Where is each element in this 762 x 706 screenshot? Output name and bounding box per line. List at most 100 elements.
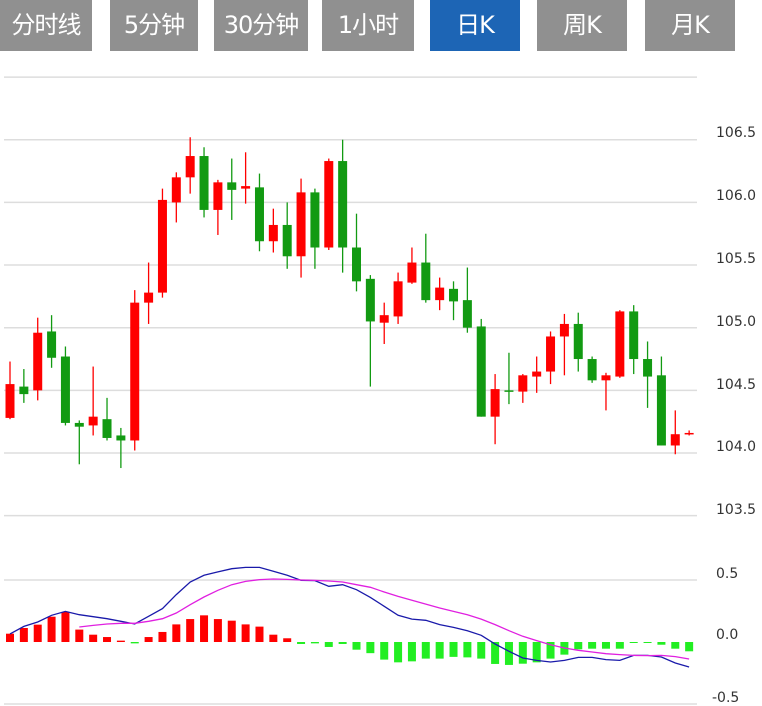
candle-body: [310, 192, 320, 248]
tab-monthly-k[interactable]: 月K: [645, 0, 735, 51]
candle-body: [254, 187, 264, 242]
macd-bar: [297, 642, 306, 644]
candle-body: [490, 389, 500, 417]
tab-intraday[interactable]: 分时线: [0, 0, 92, 51]
candle-body: [144, 292, 154, 303]
price-tick-label: 106.0: [716, 188, 756, 204]
candle-body: [338, 161, 348, 248]
macd-bar: [657, 642, 666, 645]
price-tick-label: 104.0: [716, 439, 756, 455]
macd-tick-label: 0.0: [716, 627, 738, 643]
macd-bar: [75, 629, 84, 642]
candle-body: [227, 182, 237, 190]
macd-bar: [421, 642, 430, 659]
macd-bar: [574, 642, 583, 650]
macd-bar: [380, 642, 389, 660]
candle-body: [60, 356, 70, 423]
macd-bar: [19, 627, 28, 642]
candle-body: [33, 332, 43, 391]
candle-body: [532, 371, 542, 377]
macd-bar: [449, 642, 458, 657]
tab-weekly-k[interactable]: 周K: [537, 0, 627, 51]
price-tick-label: 106.5: [716, 125, 756, 141]
price-tick-label: 105.0: [716, 314, 756, 330]
macd-bar: [103, 637, 112, 642]
macd-bar: [338, 642, 347, 644]
tab-5min[interactable]: 5分钟: [110, 0, 198, 51]
macd-tick-label: -0.5: [712, 690, 739, 706]
macd-bar: [283, 638, 292, 642]
macd-bar: [89, 634, 98, 642]
candle-body: [449, 288, 459, 302]
candle-body: [670, 434, 680, 446]
candle-body: [504, 390, 514, 392]
macd-bar: [588, 642, 597, 649]
macd-bar: [407, 642, 416, 662]
macd-bar: [532, 642, 541, 663]
tab-30min[interactable]: 30分钟: [214, 0, 308, 51]
macd-bar: [518, 642, 527, 664]
axis-labels: 106.5 106.0 105.5 105.0 104.5 104.0 103.…: [712, 125, 756, 706]
candle-body: [462, 300, 472, 328]
tab-1hour[interactable]: 1小时: [322, 0, 414, 51]
macd-lines: [9, 566, 690, 668]
candle-body: [379, 315, 389, 323]
candle-body: [601, 375, 611, 381]
candle-body: [268, 224, 278, 242]
macd-bar: [158, 631, 167, 642]
macd-bar: [504, 642, 513, 665]
macd-bar: [61, 611, 70, 642]
candle-body: [476, 326, 486, 417]
candle-body: [643, 359, 653, 377]
candle-body: [19, 386, 29, 395]
macd-bar: [6, 633, 14, 642]
candle-body: [629, 311, 639, 360]
macd-bar: [463, 642, 472, 658]
candle-body: [435, 287, 445, 301]
price-tick-label: 103.5: [716, 502, 756, 518]
macd-bar: [310, 642, 319, 644]
dea-line: [79, 578, 690, 660]
macd-bar: [269, 634, 278, 642]
macd-bar: [477, 642, 486, 659]
macd-bar: [435, 642, 444, 659]
candle-body: [102, 419, 112, 438]
candle-body: [421, 262, 431, 301]
macd-bar: [241, 624, 250, 642]
candle-body: [684, 432, 694, 435]
macd-bar: [33, 624, 42, 642]
macd-bar: [491, 642, 500, 664]
candle-body: [587, 359, 597, 381]
macd-bar: [546, 642, 555, 659]
candle-body: [656, 375, 666, 446]
candle-body: [213, 182, 223, 210]
tab-daily-k[interactable]: 日K: [430, 0, 520, 51]
macd-histogram: [6, 611, 694, 665]
candle-body: [615, 311, 625, 377]
candle-body: [74, 422, 84, 427]
candle-body: [116, 435, 126, 441]
candle-body: [185, 156, 195, 178]
macd-bar: [324, 642, 333, 647]
macd-bar: [144, 637, 153, 642]
dif-line: [9, 566, 690, 668]
candle-body: [282, 224, 292, 257]
macd-tick-label: 0.5: [716, 566, 738, 582]
candle-body: [47, 331, 57, 358]
macd-bar: [615, 642, 624, 649]
candle-body: [365, 278, 375, 322]
price-tick-label: 105.5: [716, 251, 756, 267]
macd-bar: [227, 620, 236, 642]
macd-bar: [213, 619, 222, 642]
macd-bar: [172, 624, 181, 642]
candle-body: [157, 199, 167, 293]
macd-bar: [352, 642, 361, 650]
macd-bar: [671, 642, 680, 649]
candle-body: [559, 323, 569, 337]
candle-body: [352, 247, 361, 282]
candle-body: [518, 375, 528, 392]
candle-body: [130, 302, 140, 441]
macd-bar: [394, 642, 403, 663]
macd-bar: [629, 642, 638, 643]
